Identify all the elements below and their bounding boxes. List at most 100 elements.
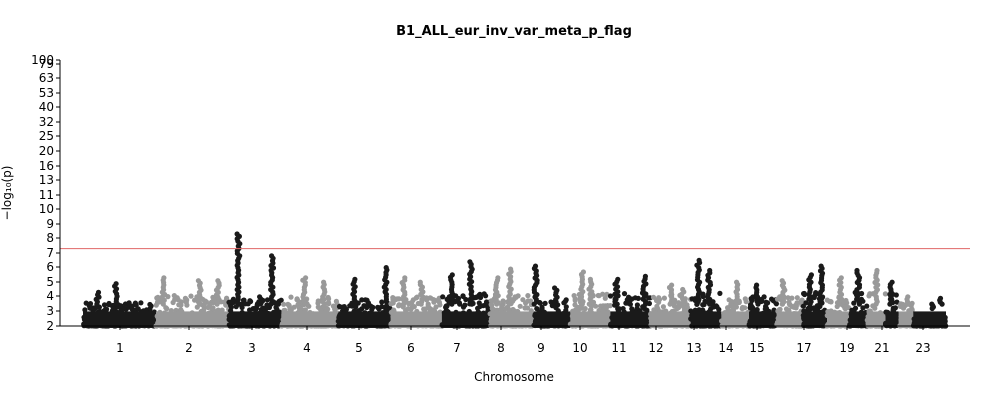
- point: [615, 276, 621, 282]
- point-band: [441, 311, 490, 328]
- point: [462, 302, 468, 308]
- point: [333, 298, 339, 304]
- point: [882, 291, 889, 297]
- y-tick-label: 25: [39, 129, 54, 143]
- point: [221, 299, 227, 305]
- point: [680, 286, 686, 293]
- point: [604, 304, 610, 310]
- point: [629, 306, 635, 312]
- point: [500, 298, 506, 304]
- point: [607, 293, 614, 299]
- point: [909, 307, 915, 313]
- point-band: [803, 311, 828, 328]
- chromosome-16-points: [774, 278, 806, 329]
- point: [851, 300, 857, 306]
- point: [520, 297, 526, 303]
- x-tick-label: 15: [749, 341, 764, 355]
- point: [411, 304, 417, 310]
- point: [542, 300, 548, 306]
- point: [375, 304, 381, 310]
- point: [602, 295, 608, 301]
- point: [754, 282, 760, 288]
- point: [477, 293, 483, 299]
- point: [430, 297, 437, 303]
- point: [785, 295, 791, 301]
- point: [563, 297, 569, 303]
- point-band: [849, 311, 868, 328]
- point: [184, 302, 190, 308]
- point: [396, 302, 402, 308]
- point: [326, 296, 332, 302]
- point: [402, 275, 408, 281]
- y-tick-label: 63: [39, 71, 54, 85]
- point: [201, 301, 207, 307]
- point: [243, 301, 249, 307]
- y-tick-label: 9: [46, 217, 54, 231]
- point: [929, 305, 935, 312]
- point: [656, 299, 662, 305]
- point: [155, 294, 161, 300]
- x-tick-label: 12: [648, 341, 663, 355]
- point: [769, 296, 775, 302]
- point-band: [156, 311, 229, 328]
- x-tick-label: 3: [248, 341, 256, 355]
- point: [161, 275, 167, 281]
- y-tick-label: 7: [46, 246, 54, 260]
- point: [264, 304, 270, 311]
- point: [710, 304, 717, 310]
- point-band: [749, 311, 777, 328]
- chromosome-11-points: [607, 273, 654, 329]
- point: [317, 306, 323, 312]
- point: [621, 291, 628, 297]
- point: [748, 296, 754, 302]
- point: [776, 307, 783, 313]
- point: [121, 305, 127, 311]
- point: [269, 253, 275, 259]
- point: [864, 303, 870, 309]
- chromosome-13-points: [688, 257, 724, 329]
- point: [669, 282, 675, 288]
- y-tick-label: 3: [46, 304, 54, 318]
- y-tick-label: 6: [46, 260, 54, 274]
- point: [495, 275, 501, 281]
- point: [802, 291, 808, 298]
- point: [894, 299, 900, 305]
- chromosome-14-points: [719, 279, 752, 329]
- point-band: [570, 311, 611, 328]
- point: [467, 259, 473, 265]
- point: [739, 306, 745, 312]
- x-tick-label: 21: [874, 341, 889, 355]
- point: [303, 275, 309, 281]
- point: [126, 301, 132, 307]
- chromosome-22-points: [897, 294, 915, 329]
- chromosome-7-points: [439, 259, 493, 329]
- point: [379, 299, 385, 305]
- point: [758, 296, 765, 302]
- point: [436, 299, 442, 305]
- point-band: [281, 311, 339, 328]
- point: [106, 302, 112, 308]
- point: [937, 295, 944, 301]
- point: [113, 281, 119, 287]
- point: [104, 306, 110, 312]
- point: [352, 276, 358, 282]
- data-points: [81, 231, 949, 329]
- point-band: [913, 311, 946, 328]
- point: [582, 306, 588, 312]
- point: [762, 306, 768, 312]
- point: [368, 303, 374, 309]
- point: [874, 267, 880, 274]
- chromosome-23-points: [910, 295, 949, 329]
- y-tick-label: 100: [31, 53, 54, 67]
- point: [82, 307, 88, 313]
- point: [362, 297, 368, 303]
- point: [406, 301, 412, 307]
- point: [572, 297, 578, 304]
- point: [460, 293, 466, 299]
- point: [798, 298, 804, 304]
- chromosome-5-points: [335, 265, 393, 329]
- chromosome-1-points: [81, 281, 159, 329]
